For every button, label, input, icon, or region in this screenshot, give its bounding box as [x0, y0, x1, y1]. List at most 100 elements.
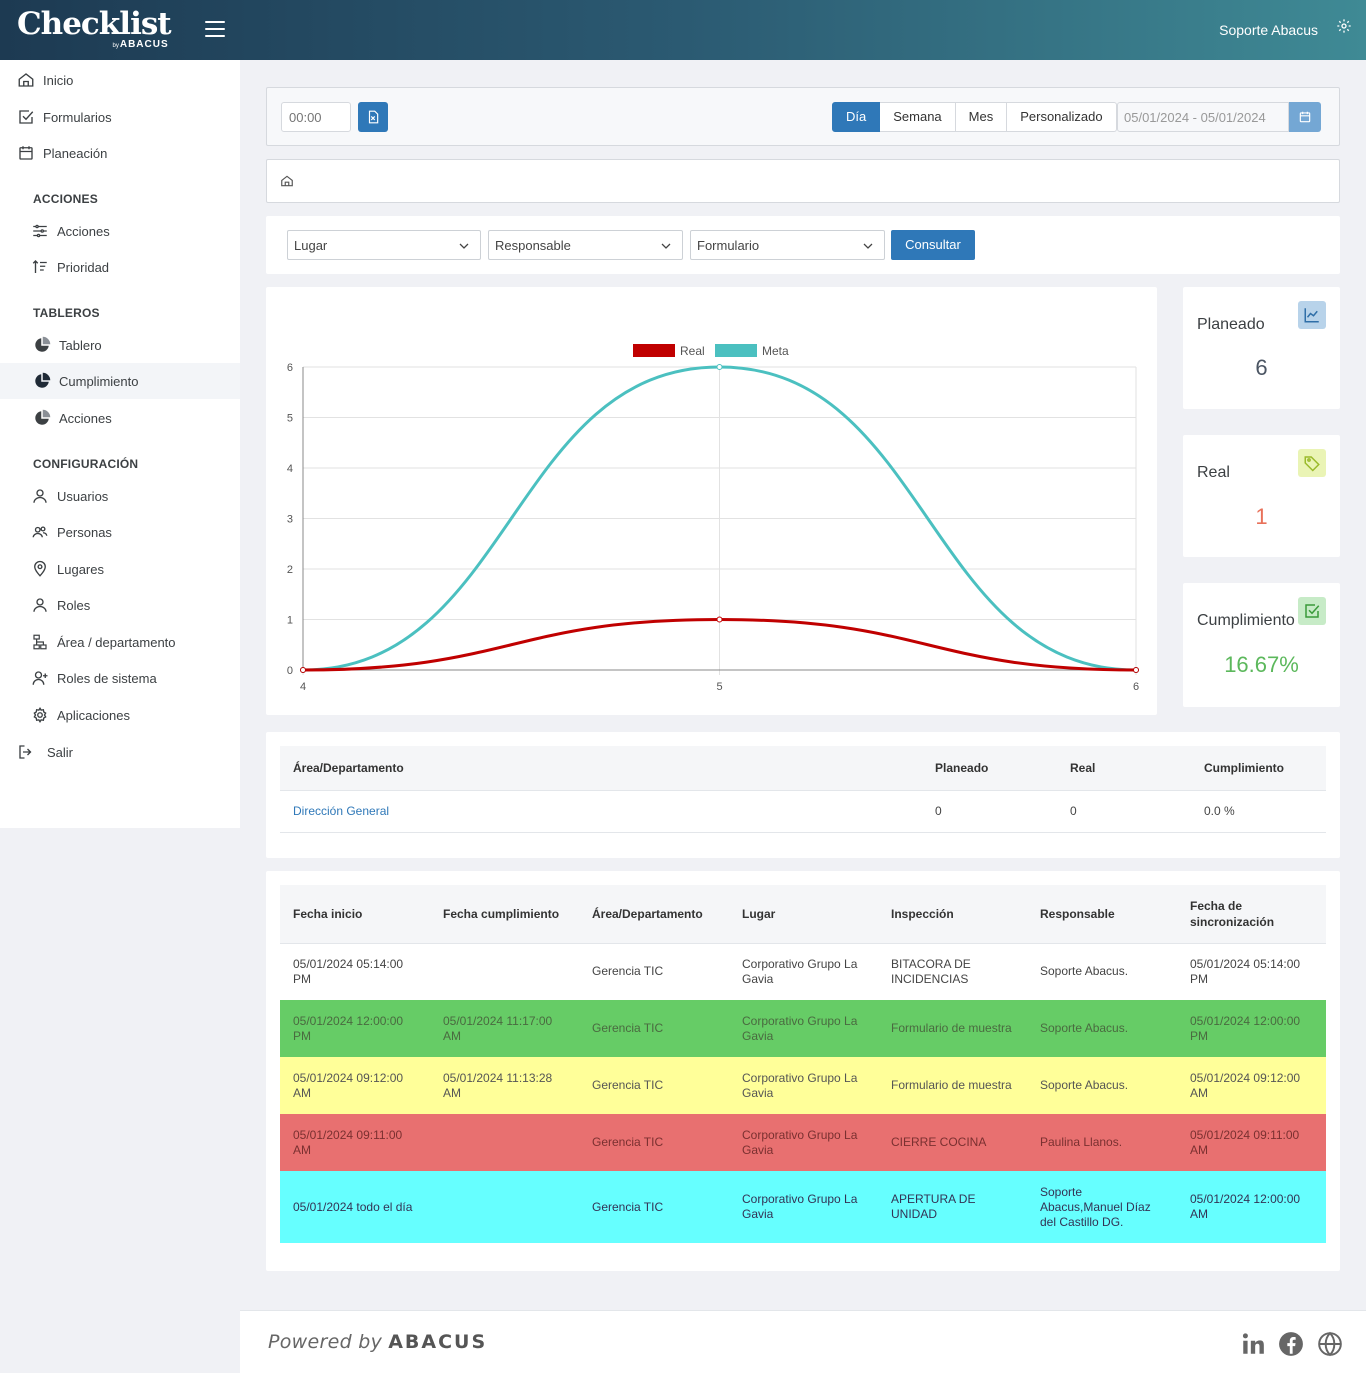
table-cell: 05/01/2024 11:13:28 AM	[430, 1057, 579, 1114]
kpi-value: 16.67%	[1224, 652, 1299, 677]
sidebar-item-label: Usuarios	[57, 488, 109, 504]
lugar-select[interactable]: Lugar	[287, 230, 481, 260]
table-row[interactable]: 05/01/2024 12:00:00 PM 05/01/2024 11:17:0…	[280, 1000, 1326, 1057]
col-header: Área/Departamento	[579, 885, 729, 943]
sidebar-item-label: Acciones	[57, 223, 110, 239]
table-cell: Gerencia TIC	[579, 1114, 729, 1171]
summary-table: Área/Departamento Planeado Real Cumplimi…	[280, 746, 1326, 833]
table-row[interactable]: 05/01/2024 09:12:00 AM 05/01/2024 11:13:2…	[280, 1057, 1326, 1114]
sidebar-item-aplicaciones[interactable]: Aplicaciones	[0, 697, 240, 733]
sidebar-item-tablero[interactable]: Tablero	[0, 327, 240, 363]
table-cell: Corporativo Grupo La Gavia	[729, 942, 878, 1000]
filters-bar: Lugar Responsable Formulario Consultar	[266, 216, 1340, 274]
sidebar-item-lugares[interactable]: Lugares	[0, 551, 240, 587]
sidebar-item-label: Tablero	[59, 337, 102, 353]
col-header: Inspección	[878, 885, 1027, 943]
kpi-label: Planeado	[1197, 316, 1265, 333]
section-acciones: ACCIONES	[33, 192, 98, 206]
period-semana[interactable]: Semana	[880, 102, 956, 132]
sidebar-item-planeacion[interactable]: Planeación	[0, 135, 240, 171]
data-point-real	[716, 616, 723, 623]
area-link[interactable]: Dirección General	[293, 803, 390, 818]
kpi-label: Cumplimiento	[1197, 612, 1295, 629]
period-dia[interactable]: Día	[832, 102, 881, 132]
data-point-meta	[716, 364, 723, 370]
period-mes[interactable]: Mes	[955, 102, 1008, 132]
kpi-label: Real	[1197, 464, 1230, 481]
date-range-input[interactable]: 05/01/2024 - 05/01/2024	[1117, 102, 1289, 132]
calendar-button[interactable]	[1289, 102, 1321, 132]
trend-chart-icon	[1298, 301, 1326, 329]
col-header: Área/Departamento	[280, 746, 922, 790]
sidebar-item-tablero-acciones[interactable]: Acciones	[0, 400, 240, 436]
responsable-select[interactable]: Responsable	[488, 230, 683, 260]
table-cell: Soporte Abacus.	[1027, 942, 1177, 1000]
table-row[interactable]: 05/01/2024 09:11:00 AM Gerencia TIC Corpor…	[280, 1114, 1326, 1171]
table-cell: Corporativo Grupo La Gavia	[729, 1171, 878, 1243]
col-header: Fecha inicio	[280, 885, 430, 943]
sidebar-item-formularios[interactable]: Formularios	[0, 99, 240, 135]
home-icon[interactable]	[280, 174, 294, 188]
calendar-icon	[19, 146, 33, 160]
sidebar-item-roles-sistema[interactable]: Roles de sistema	[0, 660, 240, 696]
footer: Powered by ABACUS	[240, 1310, 1366, 1373]
sidebar-item-label: Acciones	[59, 410, 112, 426]
map-pin-icon	[34, 560, 46, 577]
table-cell: 05/01/2024 05:14:00 PM	[1177, 942, 1326, 1000]
legend-swatch-real	[633, 344, 675, 357]
sidebar-item-salir[interactable]: Salir	[0, 734, 240, 770]
globe-icon[interactable]	[1317, 1331, 1343, 1357]
x-tick-label: 5	[716, 681, 722, 693]
detail-table: Fecha inicio Fecha cumplimiento Área/Depar…	[280, 885, 1326, 1243]
select-value: Responsable	[495, 238, 571, 253]
table-cell: 05/01/2024 09:11:00 AM	[280, 1114, 430, 1171]
facebook-icon[interactable]	[1278, 1331, 1304, 1357]
data-point-real	[1133, 667, 1139, 673]
sliders-icon	[33, 224, 47, 238]
user-icon	[33, 598, 47, 612]
sidebar-item-label: Área / departamento	[57, 634, 176, 650]
y-tick-label: 4	[287, 463, 293, 475]
table-cell	[430, 1114, 579, 1171]
sidebar-item-area-departamento[interactable]: Área / departamento	[0, 624, 240, 660]
table-row[interactable]: 05/01/2024 todo el día Gerencia TIC Corpor…	[280, 1171, 1326, 1243]
select-value: Lugar	[294, 238, 328, 253]
kpi-real: Real 1	[1183, 435, 1340, 557]
table-cell: 05/01/2024 12:00:00 AM	[1177, 1171, 1326, 1243]
table-cell: Corporativo Grupo La Gavia	[729, 1114, 878, 1171]
detail-table-panel: Fecha inicio Fecha cumplimiento Área/Depar…	[266, 871, 1340, 1271]
linkedin-icon[interactable]	[1240, 1331, 1266, 1357]
table-row[interactable]: 05/01/2024 05:14:00 PM Gerencia TIC Corpor…	[280, 942, 1326, 1000]
sidebar-item-roles[interactable]: Roles	[0, 587, 240, 623]
export-excel-button[interactable]	[358, 102, 388, 132]
consultar-button[interactable]: Consultar	[891, 230, 975, 260]
sidebar-item-label: Personas	[57, 524, 112, 540]
table-cell: Gerencia TIC	[579, 1057, 729, 1114]
user-name[interactable]: Soporte Abacus	[1219, 22, 1318, 38]
settings-gear-icon[interactable]	[1336, 18, 1352, 34]
app-logo[interactable]: Checklist byABACUS	[17, 6, 172, 50]
y-tick-label: 1	[287, 615, 293, 627]
menu-toggle-icon[interactable]	[205, 21, 225, 37]
sidebar-item-cumplimiento[interactable]: Cumplimiento	[0, 363, 240, 399]
time-input[interactable]	[281, 102, 351, 132]
period-selector: Día Semana Mes Personalizado	[832, 102, 1117, 132]
breadcrumb	[266, 159, 1340, 203]
sidebar-item-label: Prioridad	[57, 259, 110, 275]
sidebar-item-inicio[interactable]: Inicio	[0, 62, 240, 98]
table-cell: Gerencia TIC	[579, 1171, 729, 1243]
line-chart: 0 1 2 3 4 5 6 4 5 6 Real Meta	[287, 344, 1139, 693]
sidebar-item-personas[interactable]: Personas	[0, 514, 240, 550]
checkbox-icon	[19, 110, 34, 124]
kpi-cumplimiento: Cumplimiento 16.67%	[1183, 583, 1340, 707]
y-tick-label: 2	[287, 564, 293, 576]
sidebar-item-usuarios[interactable]: Usuarios	[0, 478, 240, 514]
sidebar-item-label: Inicio	[43, 72, 74, 88]
col-header: Fecha de sincronización	[1177, 885, 1326, 943]
formulario-select[interactable]: Formulario	[690, 230, 885, 260]
period-personalizado[interactable]: Personalizado	[1007, 102, 1117, 132]
sidebar-item-acciones[interactable]: Acciones	[0, 213, 240, 249]
check-square-icon	[1298, 597, 1326, 625]
table-cell: 05/01/2024 11:17:00 AM	[430, 1000, 579, 1057]
sidebar-item-prioridad[interactable]: Prioridad	[0, 249, 240, 285]
